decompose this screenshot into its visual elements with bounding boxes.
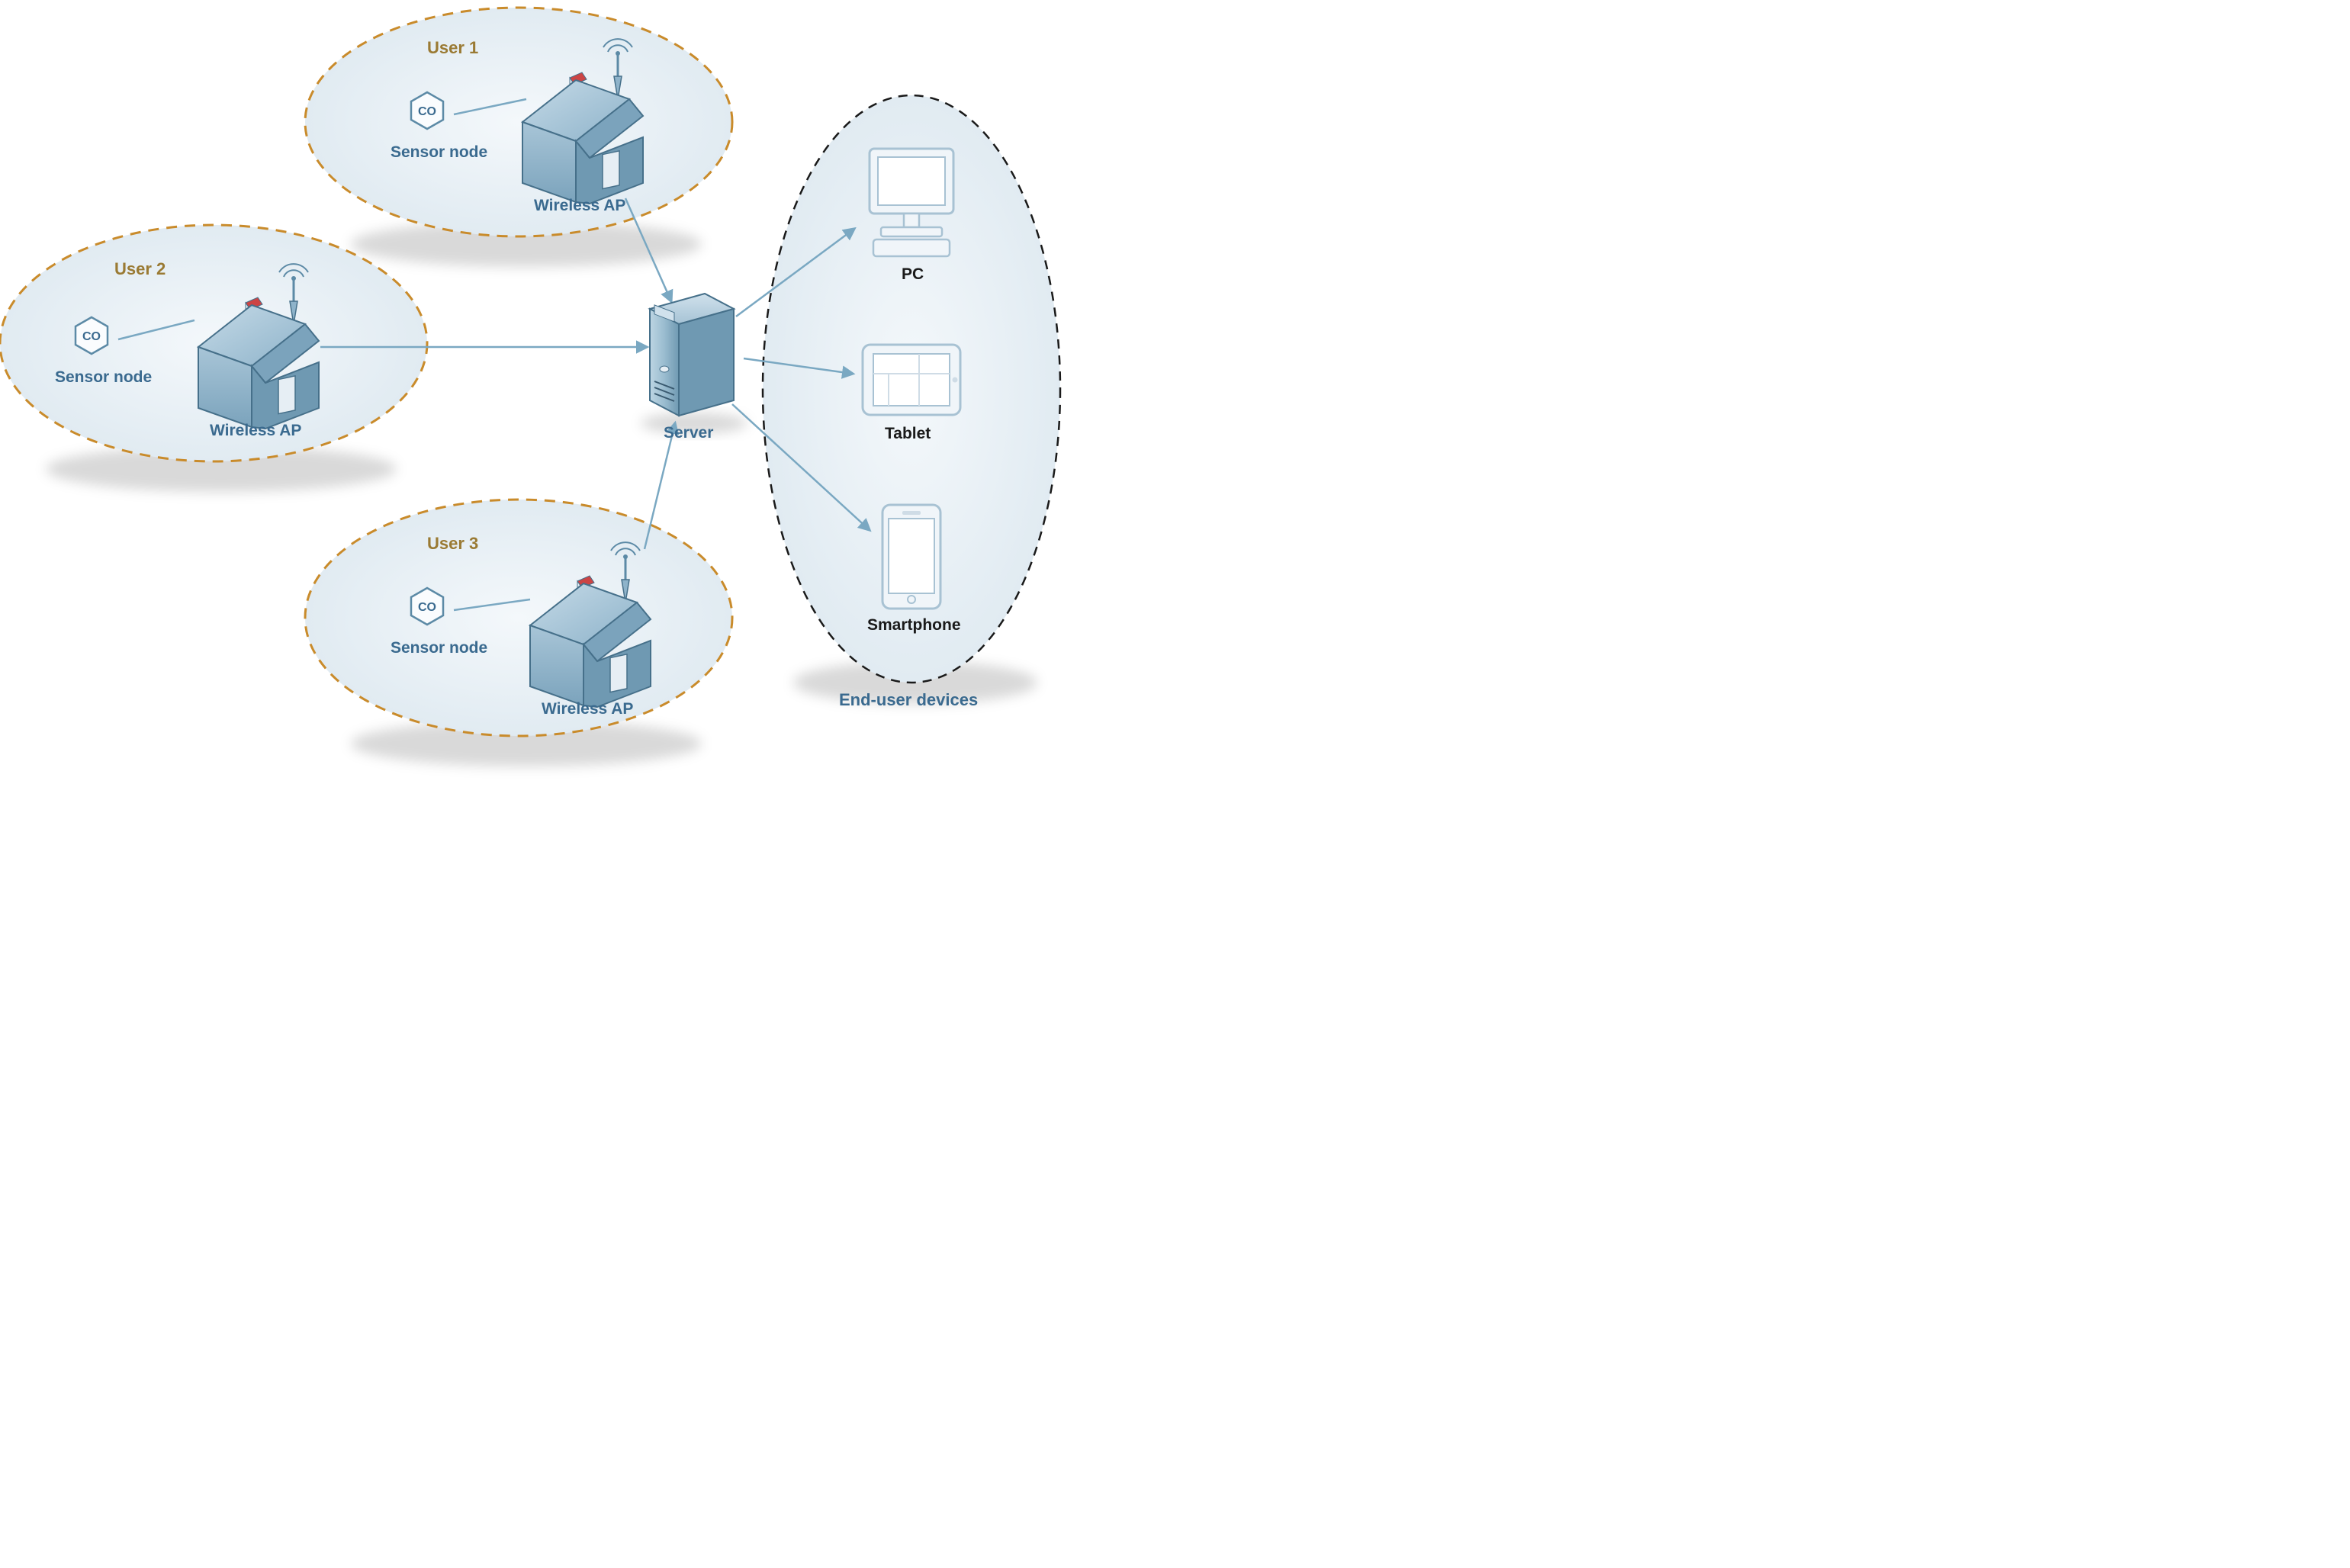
svg-text:CO: CO [82, 330, 101, 343]
u1-sensor-icon: CO [411, 92, 443, 129]
pc-label: PC [902, 265, 924, 284]
u2-sensor-label: Sensor node [55, 368, 152, 387]
svg-text:CO: CO [418, 601, 436, 614]
svg-text:CO: CO [418, 105, 436, 118]
tablet-label: Tablet [885, 425, 931, 443]
user3-bubble [305, 500, 732, 736]
tablet-icon [863, 345, 960, 415]
devices-title: End-user devices [839, 690, 978, 710]
pc-icon [870, 149, 953, 256]
u1-sensor-label: Sensor node [391, 143, 487, 162]
phone-label: Smartphone [867, 616, 961, 635]
diagram-canvas: CO CO CO [0, 0, 1175, 784]
server-label: Server [664, 424, 713, 442]
user2-title: User 2 [114, 259, 166, 279]
u2-sensor-icon: CO [76, 317, 108, 354]
user3-title: User 3 [427, 534, 478, 554]
u3-ap-label: Wireless AP [542, 700, 633, 718]
server-icon [650, 294, 734, 416]
u1-ap-label: Wireless AP [534, 197, 625, 215]
u3-sensor-label: Sensor node [391, 639, 487, 657]
u3-sensor-icon: CO [411, 588, 443, 625]
user1-bubble [305, 8, 732, 236]
user1-title: User 1 [427, 38, 478, 58]
u2-ap-label: Wireless AP [210, 422, 301, 440]
phone-icon [882, 505, 940, 609]
